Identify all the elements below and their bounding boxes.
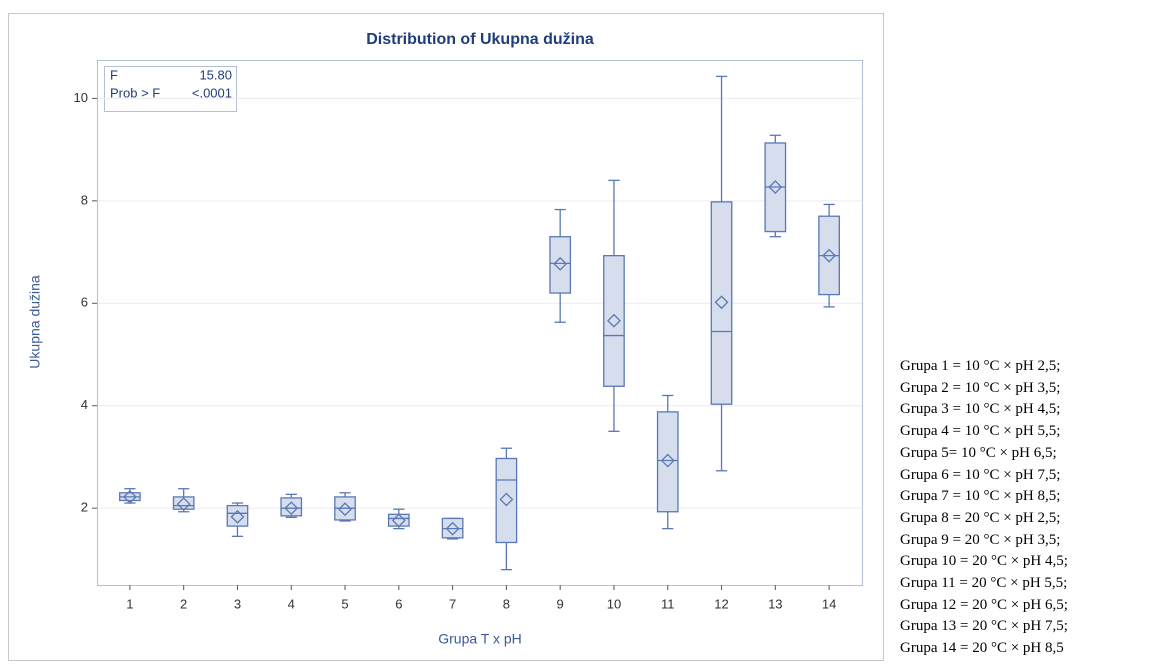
mean-marker xyxy=(553,256,568,271)
group-note: Grupa 3 = 10 °C × pH 4,5; xyxy=(900,401,1061,418)
group-note: Grupa 7 = 10 °C × pH 8,5; xyxy=(900,488,1061,505)
mean-marker xyxy=(445,521,460,536)
group-note: Grupa 9 = 20 °C × pH 3,5; xyxy=(900,531,1061,548)
y-tick-label: 2 xyxy=(81,500,88,515)
mean-marker xyxy=(122,489,137,504)
x-axis-label: Grupa T x pH xyxy=(438,631,522,647)
y-tick-label: 8 xyxy=(81,192,88,207)
group-note: Grupa 1 = 10 °C × pH 2,5; xyxy=(900,358,1061,374)
y-tick-label: 10 xyxy=(74,90,88,105)
group-note: Grupa 10 = 20 °C × pH 4,5; xyxy=(900,553,1068,570)
box xyxy=(603,255,625,387)
mean-marker xyxy=(284,501,299,516)
plot-frame xyxy=(97,60,863,586)
group-note: Grupa 11 = 20 °C × pH 5,5; xyxy=(900,575,1068,592)
group-note: Grupa 8 = 20 °C × pH 2,5; xyxy=(900,509,1061,526)
mean-marker xyxy=(660,453,675,468)
x-tick-label: 13 xyxy=(768,596,782,611)
mean-marker xyxy=(391,513,406,528)
box xyxy=(549,236,572,294)
x-tick-label: 12 xyxy=(714,596,728,611)
mean-marker xyxy=(499,492,514,507)
box xyxy=(656,411,679,513)
x-tick-label: 1 xyxy=(126,596,133,611)
stats-box xyxy=(104,66,237,112)
x-tick-label: 3 xyxy=(234,596,241,611)
stat-name: F xyxy=(110,67,118,82)
box xyxy=(387,513,410,527)
x-tick-label: 5 xyxy=(341,596,348,611)
stat-value: 15.80 xyxy=(199,67,232,82)
x-tick-label: 6 xyxy=(395,596,402,611)
mean-marker xyxy=(176,497,191,511)
y-tick-label: 6 xyxy=(81,295,88,310)
mean-marker xyxy=(822,248,837,263)
chart: Distribution of Ukupna dužina Grupa T x … xyxy=(8,13,884,661)
x-tick-label: 14 xyxy=(822,596,836,611)
stat-name: Prob > F xyxy=(110,85,160,100)
box xyxy=(280,497,303,517)
group-note: Grupa 4 = 10 °C × pH 5,5; xyxy=(900,423,1061,440)
group-note: Grupa 13 = 20 °C × pH 7,5; xyxy=(900,618,1068,635)
box xyxy=(710,201,733,405)
y-tick-label: 4 xyxy=(81,397,88,412)
mean-marker xyxy=(714,295,729,310)
group-note: Grupa 2 = 10 °C × pH 3,5; xyxy=(900,379,1061,396)
mean-marker xyxy=(230,509,245,524)
x-tick-label: 8 xyxy=(503,596,510,611)
stat-value: <.0001 xyxy=(192,85,232,100)
group-note: Grupa 5= 10 °C × pH 6,5; xyxy=(900,444,1057,461)
mean-marker xyxy=(338,502,352,517)
group-note: Grupa 14 = 20 °C × pH 8,5 xyxy=(900,640,1064,657)
x-tick-label: 7 xyxy=(449,596,456,611)
chart-title: Distribution of Ukupna dužina xyxy=(366,31,594,48)
x-tick-label: 11 xyxy=(661,596,675,611)
group-notes: Grupa 1 = 10 °C × pH 2,5; Grupa 2 = 10 °C… xyxy=(900,356,1068,660)
box xyxy=(226,504,249,527)
x-tick-label: 10 xyxy=(607,596,621,611)
group-note: Grupa 6 = 10 °C × pH 7,5; xyxy=(900,466,1061,483)
x-tick-label: 9 xyxy=(557,596,564,611)
y-axis-label: Ukupna dužina xyxy=(27,275,43,369)
mean-marker xyxy=(768,180,783,194)
group-note: Grupa 12 = 20 °C × pH 6,5; xyxy=(900,596,1068,613)
chart-frame xyxy=(8,13,884,661)
x-tick-label: 4 xyxy=(288,596,295,611)
x-tick-label: 2 xyxy=(180,596,187,611)
mean-marker xyxy=(607,313,621,328)
box xyxy=(495,457,518,544)
